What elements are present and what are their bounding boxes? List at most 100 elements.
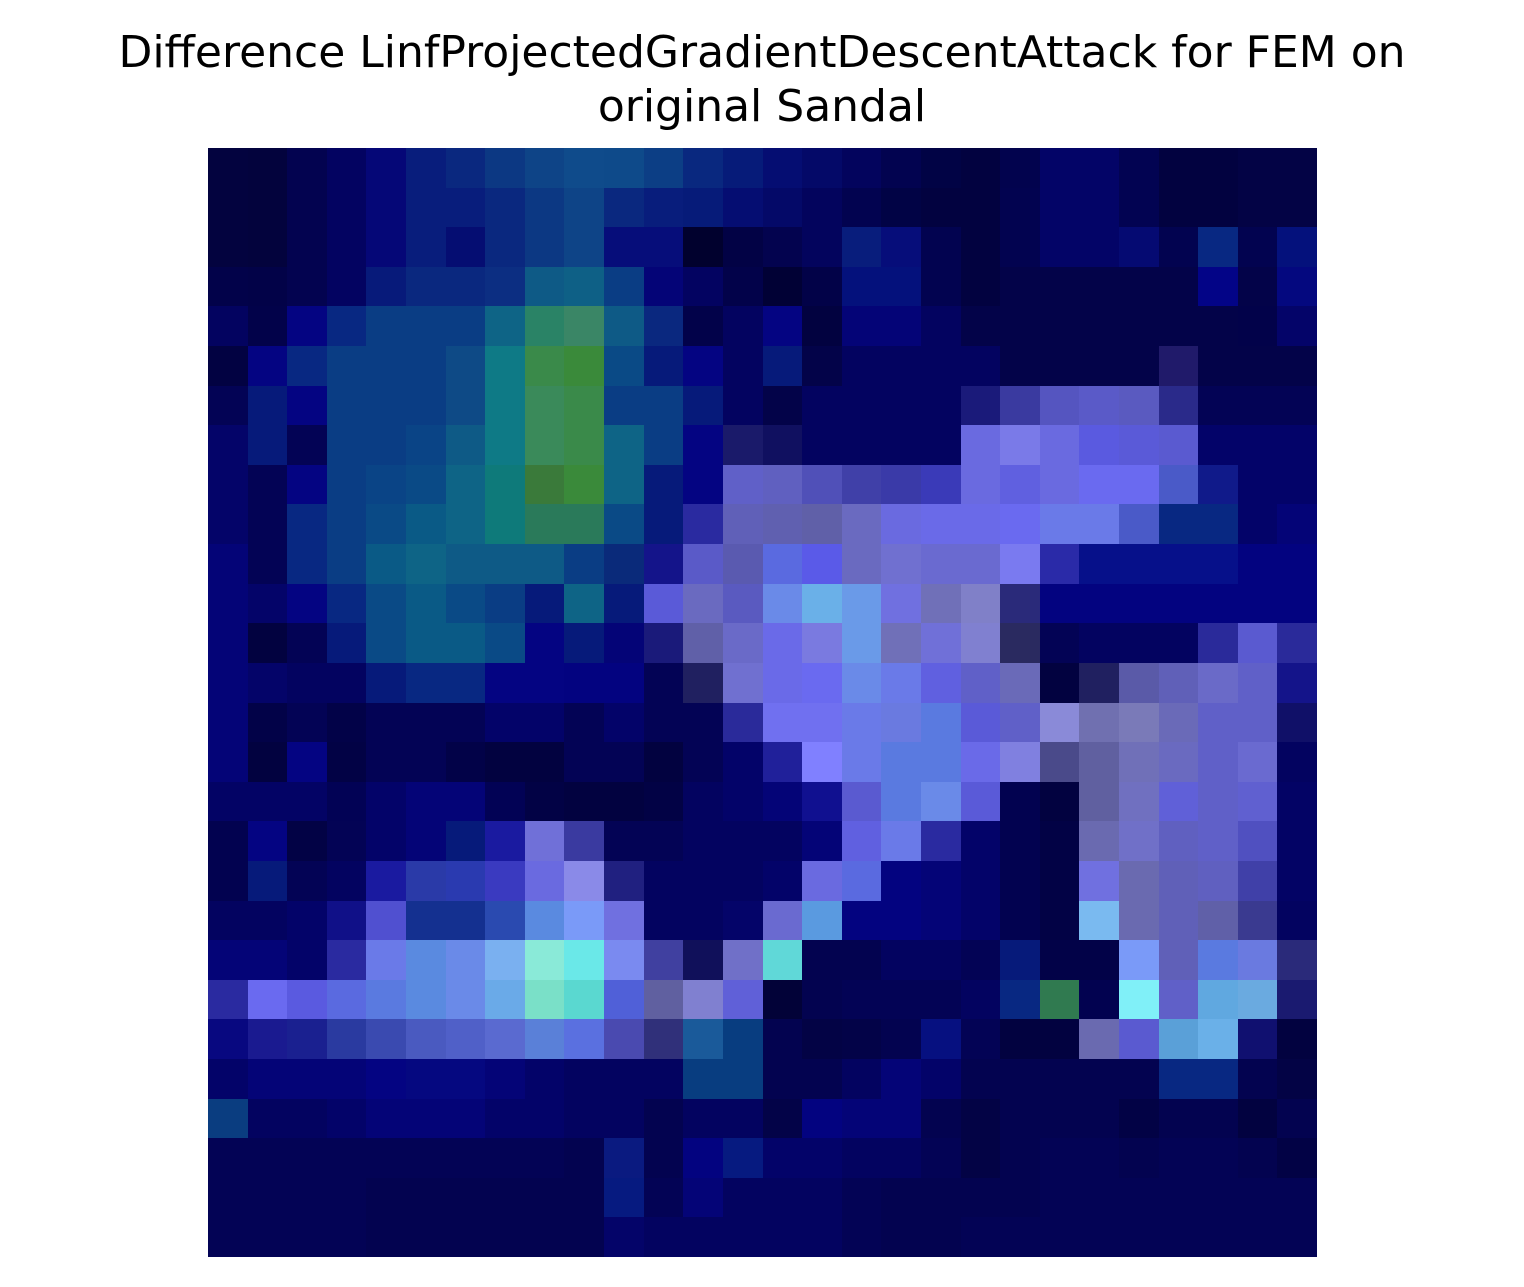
heatmap-cell-r23-c7 [485, 1059, 525, 1099]
heatmap-cell-r12-c27 [1277, 623, 1317, 663]
heatmap-cell-r26-c8 [525, 1178, 564, 1217]
heatmap-cell-r8-c23 [1119, 465, 1159, 504]
heatmap-cell-r23-c9 [564, 1059, 604, 1099]
heatmap-cell-r9-c16 [842, 504, 881, 544]
heatmap-cell-r27-c1 [248, 1217, 287, 1257]
heatmap-cell-r10-c12 [683, 544, 723, 584]
heatmap-cell-r21-c18 [921, 980, 961, 1019]
heatmap-cell-r4-c18 [921, 306, 961, 346]
heatmap-cell-r16-c11 [644, 782, 683, 821]
heatmap-cell-r26-c23 [1119, 1178, 1159, 1217]
heatmap-cell-r15-c26 [1238, 742, 1277, 782]
heatmap-cell-r27-c27 [1277, 1217, 1317, 1257]
heatmap-cell-r27-c19 [961, 1217, 1000, 1257]
heatmap-cell-r19-c24 [1159, 901, 1198, 940]
heatmap-cell-r1-c17 [881, 188, 921, 227]
heatmap-cell-r23-c25 [1198, 1059, 1238, 1099]
heatmap-cell-r17-c4 [366, 821, 406, 861]
heatmap-cell-r1-c12 [683, 188, 723, 227]
heatmap-cell-r11-c5 [406, 584, 446, 623]
heatmap-cell-r24-c9 [564, 1099, 604, 1138]
heatmap-cell-r13-c19 [961, 663, 1000, 703]
heatmap-cell-r0-c25 [1198, 148, 1238, 188]
heatmap-cell-r23-c0 [208, 1059, 248, 1099]
heatmap-cell-r12-c9 [564, 623, 604, 663]
heatmap-cell-r18-c0 [208, 861, 248, 901]
heatmap-cell-r18-c9 [564, 861, 604, 901]
heatmap-cell-r18-c22 [1079, 861, 1119, 901]
heatmap-cell-r26-c7 [485, 1178, 525, 1217]
heatmap-cell-r2-c8 [525, 227, 564, 267]
heatmap-cell-r13-c6 [446, 663, 485, 703]
heatmap-cell-r8-c17 [881, 465, 921, 504]
heatmap-cell-r19-c25 [1198, 901, 1238, 940]
heatmap-cell-r22-c9 [564, 1019, 604, 1059]
heatmap-cell-r22-c26 [1238, 1019, 1277, 1059]
heatmap-cell-r22-c18 [921, 1019, 961, 1059]
heatmap-cell-r3-c5 [406, 267, 446, 306]
heatmap-cell-r0-c11 [644, 148, 683, 188]
heatmap-cell-r6-c3 [327, 386, 366, 425]
heatmap-cell-r13-c25 [1198, 663, 1238, 703]
heatmap-cell-r11-c9 [564, 584, 604, 623]
heatmap-cell-r16-c10 [604, 782, 644, 821]
heatmap-cell-r27-c20 [1000, 1217, 1040, 1257]
heatmap-cell-r8-c7 [485, 465, 525, 504]
heatmap-cell-r21-c24 [1159, 980, 1198, 1019]
heatmap-cell-r24-c14 [763, 1099, 802, 1138]
heatmap-cell-r21-c14 [763, 980, 802, 1019]
heatmap-cell-r7-c23 [1119, 425, 1159, 465]
heatmap-cell-r9-c0 [208, 504, 248, 544]
heatmap-cell-r3-c14 [763, 267, 802, 306]
heatmap-cell-r27-c5 [406, 1217, 446, 1257]
heatmap-cell-r7-c18 [921, 425, 961, 465]
heatmap-cell-r2-c2 [287, 227, 327, 267]
heatmap-cell-r23-c27 [1277, 1059, 1317, 1099]
heatmap-cell-r8-c0 [208, 465, 248, 504]
heatmap-cell-r20-c26 [1238, 940, 1277, 980]
heatmap-cell-r27-c16 [842, 1217, 881, 1257]
heatmap-cell-r24-c24 [1159, 1099, 1198, 1138]
heatmap-cell-r16-c12 [683, 782, 723, 821]
heatmap-cell-r2-c18 [921, 227, 961, 267]
heatmap-cell-r25-c16 [842, 1138, 881, 1178]
heatmap-cell-r2-c25 [1198, 227, 1238, 267]
heatmap-cell-r18-c2 [287, 861, 327, 901]
heatmap-cell-r3-c0 [208, 267, 248, 306]
heatmap-cell-r21-c5 [406, 980, 446, 1019]
heatmap-cell-r15-c16 [842, 742, 881, 782]
heatmap-cell-r14-c9 [564, 703, 604, 742]
heatmap-cell-r5-c2 [287, 346, 327, 386]
heatmap-cell-r6-c4 [366, 386, 406, 425]
heatmap-cell-r27-c8 [525, 1217, 564, 1257]
heatmap-cell-r9-c13 [723, 504, 763, 544]
heatmap-cell-r14-c3 [327, 703, 366, 742]
heatmap-cell-r5-c3 [327, 346, 366, 386]
heatmap-cell-r17-c19 [961, 821, 1000, 861]
heatmap-cell-r12-c16 [842, 623, 881, 663]
heatmap-cell-r3-c2 [287, 267, 327, 306]
heatmap-cell-r25-c26 [1238, 1138, 1277, 1178]
heatmap-cell-r22-c11 [644, 1019, 683, 1059]
heatmap-cell-r2-c16 [842, 227, 881, 267]
heatmap-cell-r22-c10 [604, 1019, 644, 1059]
heatmap-cell-r16-c5 [406, 782, 446, 821]
heatmap-cell-r26-c21 [1040, 1178, 1079, 1217]
heatmap-cell-r8-c1 [248, 465, 287, 504]
heatmap-cell-r13-c15 [802, 663, 842, 703]
heatmap-cell-r12-c14 [763, 623, 802, 663]
heatmap-cell-r15-c15 [802, 742, 842, 782]
heatmap-cell-r1-c26 [1238, 188, 1277, 227]
heatmap-cell-r14-c23 [1119, 703, 1159, 742]
heatmap-cell-r23-c5 [406, 1059, 446, 1099]
heatmap-cell-r3-c24 [1159, 267, 1198, 306]
heatmap-cell-r21-c21 [1040, 980, 1079, 1019]
heatmap-cell-r1-c13 [723, 188, 763, 227]
heatmap-cell-r24-c19 [961, 1099, 1000, 1138]
heatmap-cell-r10-c24 [1159, 544, 1198, 584]
heatmap-cell-r8-c3 [327, 465, 366, 504]
heatmap-cell-r0-c10 [604, 148, 644, 188]
heatmap-cell-r26-c6 [446, 1178, 485, 1217]
heatmap-cell-r2-c6 [446, 227, 485, 267]
heatmap-cell-r24-c1 [248, 1099, 287, 1138]
